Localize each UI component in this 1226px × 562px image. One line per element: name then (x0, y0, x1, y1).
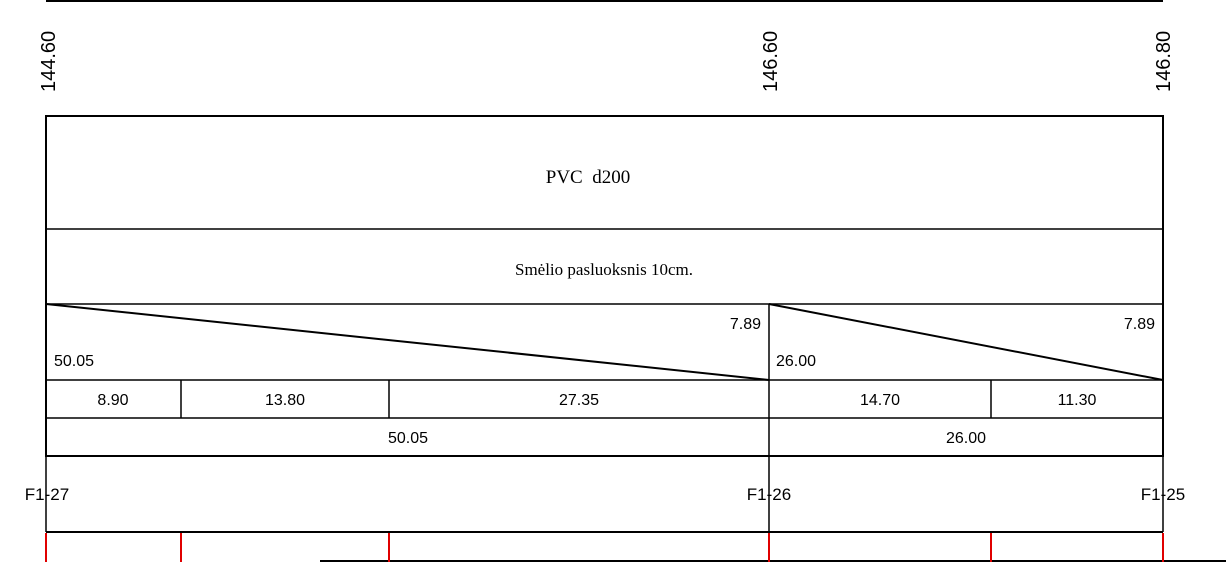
elevation-label-0: 144.60 (38, 31, 60, 92)
slope-0-left-value: 50.05 (54, 353, 94, 370)
partial-distance-4: 11.30 (1058, 392, 1097, 409)
partial-distance-1: 13.80 (265, 392, 305, 409)
profile-table-frame (45, 115, 1164, 457)
slope-1-right-value: 7.89 (1124, 316, 1155, 333)
bedding-label: Smėlio pasluoksnis 10cm. (515, 260, 693, 279)
elevation-label-1: 146.60 (760, 31, 782, 92)
slope-diagonal-0 (45, 303, 770, 381)
partial-distance-0: 8.90 (97, 392, 128, 409)
slope-1-left-value: 26.00 (776, 353, 816, 370)
well-label-0: F1-27 (25, 485, 69, 504)
slope-diagonal-1 (768, 303, 1164, 381)
slope-0-right-value: 7.89 (730, 316, 761, 333)
elevation-label-2: 146.80 (1153, 31, 1175, 92)
pipe-label: PVC d200 (546, 167, 630, 188)
well-label-1: F1-26 (747, 485, 791, 504)
partial-distance-3: 14.70 (860, 392, 900, 409)
segment-length-0: 50.05 (388, 430, 428, 447)
segment-length-1: 26.00 (946, 430, 986, 447)
partial-distance-2: 27.35 (559, 392, 599, 409)
well-label-2: F1-25 (1141, 485, 1185, 504)
